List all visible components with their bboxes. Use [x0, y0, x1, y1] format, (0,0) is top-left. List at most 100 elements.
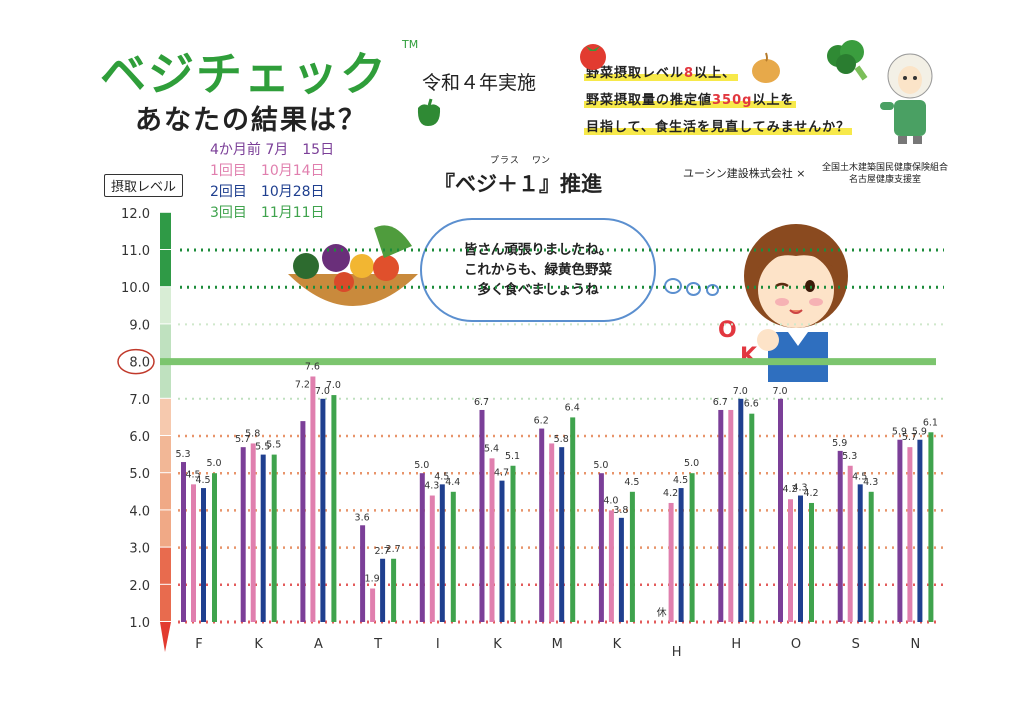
slogan-ruby-plus: プラス — [490, 156, 520, 166]
data-label: 4.2 — [803, 488, 818, 499]
sponsor-union-line2: 名古屋健康支援室 — [849, 175, 922, 185]
data-label: 5.4 — [484, 443, 499, 454]
bubble-tail-dot — [706, 284, 719, 296]
bar — [539, 428, 545, 622]
y-tick-label: 10.0 — [121, 281, 150, 296]
bar — [917, 439, 923, 622]
data-label: 5.7 — [235, 434, 250, 445]
x-tick-label: K — [613, 637, 622, 652]
legend-item-1st: 1回目 10月14日 — [210, 163, 325, 179]
bar — [260, 454, 266, 622]
bar — [489, 458, 495, 622]
data-label: 5.5 — [255, 442, 270, 453]
data-label: 4.3 — [863, 477, 878, 488]
data-label: 6.4 — [565, 402, 580, 413]
bar — [847, 465, 853, 622]
bar — [300, 421, 306, 622]
bar — [271, 454, 277, 622]
y-axis-label: 摂取レベル — [104, 174, 184, 197]
y-tick-label: 5.0 — [129, 467, 150, 482]
data-label: 4.5 — [185, 469, 200, 480]
level-scale-segment — [160, 547, 171, 584]
bar — [439, 484, 445, 622]
data-label: 6.7 — [474, 397, 489, 408]
bubble-line2: これからも、緑黄色野菜 — [463, 262, 613, 278]
sponsor-union: 全国土木建築国民健康保険組合 名古屋健康支援室 — [822, 162, 948, 186]
level-scale-segment — [160, 436, 171, 473]
data-label: 6.6 — [744, 399, 759, 410]
bar — [310, 376, 316, 622]
data-label: 4.0 — [603, 495, 618, 506]
data-label: 7.0 — [315, 386, 330, 397]
bar — [857, 484, 863, 622]
data-label: 6.1 — [923, 417, 938, 428]
target-level-circle — [117, 348, 155, 375]
sponsor-company: ユーシン建設株式会社 × — [683, 167, 806, 180]
bar — [629, 491, 635, 622]
level-scale-segment — [160, 473, 171, 510]
bar — [897, 439, 903, 622]
trademark-mark: TM — [402, 38, 419, 51]
data-label: 1.9 — [365, 574, 380, 585]
bar — [360, 525, 366, 622]
goal-level-number: 8 — [684, 66, 695, 81]
data-label: 4.4 — [445, 477, 460, 488]
bar — [419, 473, 425, 622]
bar — [250, 443, 256, 622]
legend-item-3rd: 3回目 11月11日 — [210, 205, 325, 221]
level-scale-segment — [160, 398, 171, 435]
data-label: 2.7 — [375, 546, 390, 557]
x-tick-label: S — [852, 637, 860, 652]
y-tick-label: 7.0 — [129, 393, 150, 408]
data-label: 5.0 — [593, 460, 608, 471]
bar — [749, 413, 755, 622]
data-label: 5.0 — [414, 460, 429, 471]
data-label: 2.7 — [386, 544, 401, 555]
bar — [212, 473, 217, 622]
bar — [370, 588, 376, 622]
bar — [499, 480, 505, 622]
data-label: 7.6 — [305, 361, 320, 372]
level-scale-segment — [160, 287, 171, 324]
bar — [391, 558, 397, 622]
x-tick-label: K — [254, 637, 263, 652]
bar — [320, 398, 326, 622]
bar — [837, 450, 843, 622]
data-label: 5.5 — [266, 440, 281, 451]
bar — [201, 488, 206, 622]
data-label: 6.2 — [534, 416, 549, 427]
goal-line1-b: 以上、 — [694, 66, 737, 81]
y-tick-label: 3.0 — [129, 542, 150, 557]
bar — [559, 447, 565, 622]
data-label: 4.5 — [852, 471, 867, 482]
level-scale-segment — [160, 250, 171, 287]
bar — [598, 473, 604, 622]
x-tick-label: T — [373, 637, 382, 652]
level-scale-segment — [160, 212, 171, 249]
data-label: 4.3 — [424, 481, 439, 492]
y-tick-label: 4.0 — [129, 504, 150, 519]
bar — [668, 502, 674, 622]
level-scale-arrow-tip — [160, 622, 171, 652]
data-label: 4.5 — [195, 475, 210, 486]
y-tick-label: 12.0 — [121, 207, 150, 222]
tomato-icon — [580, 44, 606, 70]
slogan-ruby-one: ワン — [532, 156, 551, 166]
data-label: 7.0 — [772, 386, 787, 397]
level-scale-segment — [160, 324, 171, 361]
data-label: 4.5 — [673, 475, 688, 486]
x-tick-label: A — [314, 637, 323, 652]
bar — [181, 462, 186, 622]
x-tick-label: K — [493, 637, 502, 652]
data-label: 4.2 — [782, 484, 797, 495]
x-tick-label: N — [911, 637, 921, 652]
data-label: 3.8 — [613, 505, 628, 516]
data-label: 5.9 — [832, 438, 847, 449]
data-label: 4.7 — [494, 468, 509, 479]
bar — [549, 443, 555, 622]
data-label: 5.8 — [554, 434, 569, 445]
legend-item-july: 4か月前 7月 15日 — [210, 142, 335, 158]
bar — [191, 484, 196, 622]
broccoli-icon — [827, 40, 868, 81]
